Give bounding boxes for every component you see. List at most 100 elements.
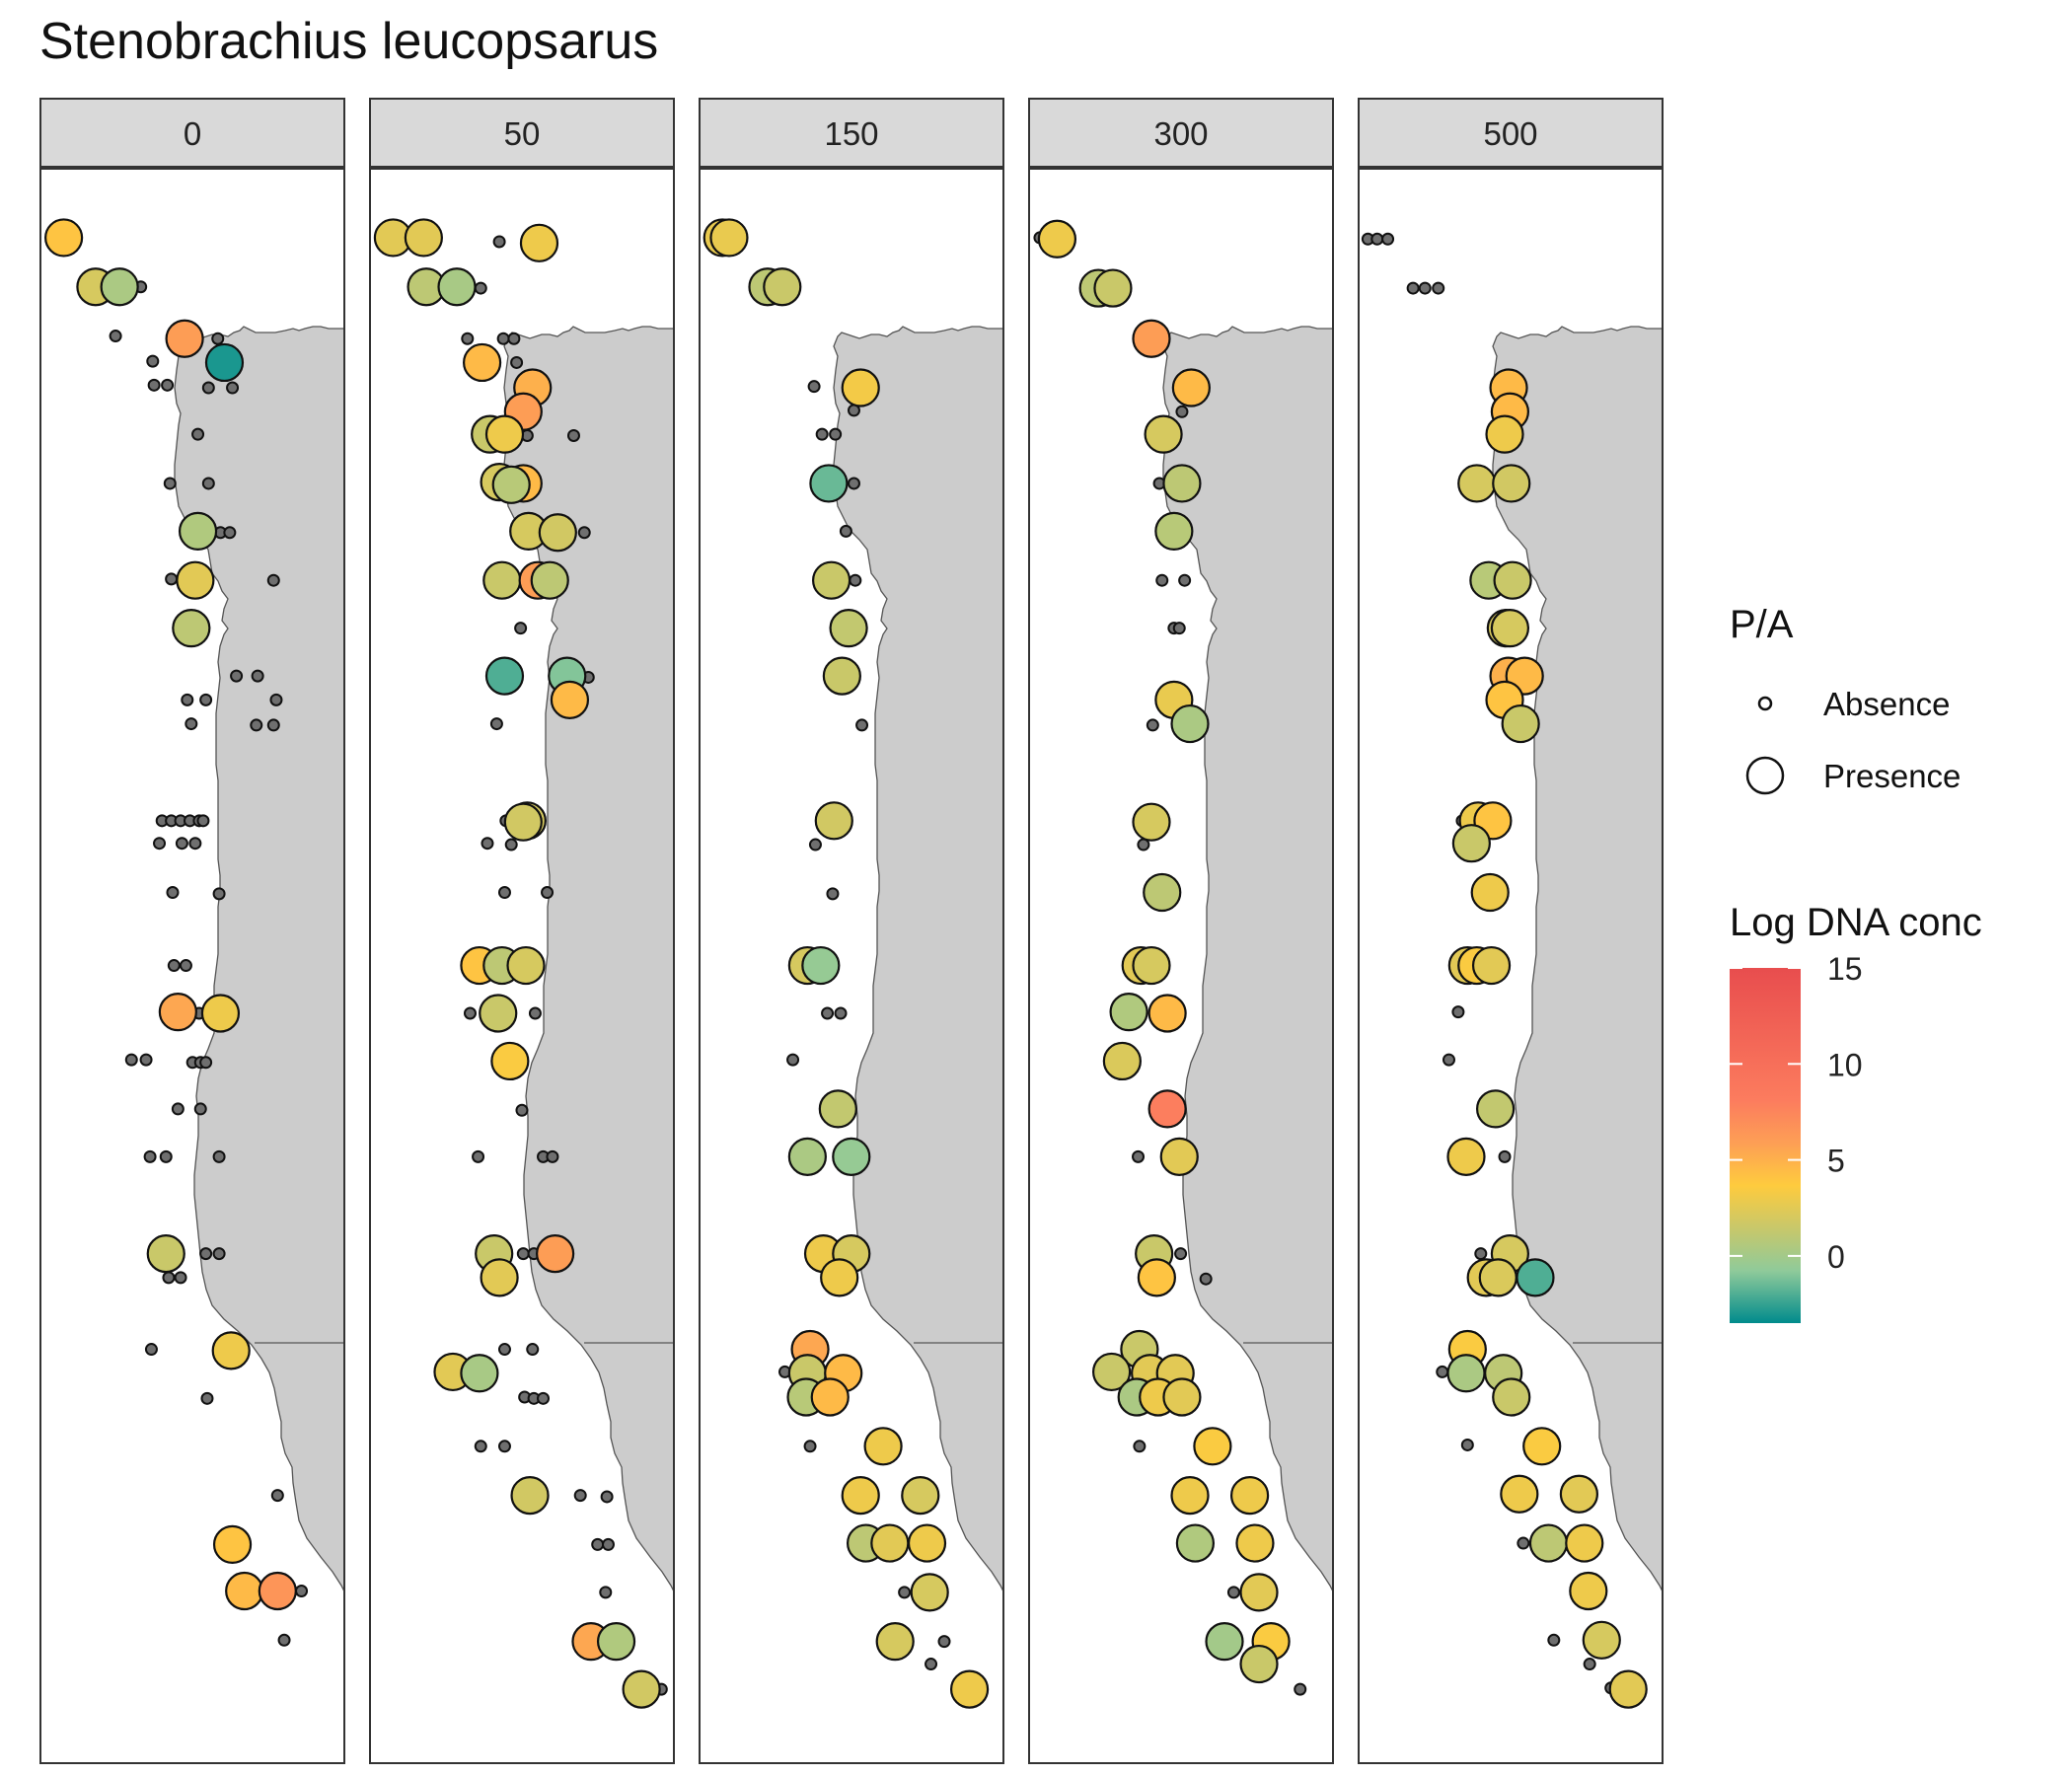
absence-point — [162, 1271, 176, 1285]
absence-point — [497, 886, 511, 900]
legend-color-title: Log DNA conc — [1730, 901, 1982, 944]
legend-color: Log DNA conc 15 10 5 0 — [1730, 901, 1982, 1323]
absence-point — [803, 1440, 817, 1453]
absence-point — [174, 1271, 187, 1285]
facet-panel-50: 50 — [369, 98, 675, 1764]
presence-point — [503, 802, 543, 842]
facet-strip — [1028, 98, 1334, 168]
absence-point — [492, 235, 506, 249]
absence-point — [1474, 1247, 1488, 1261]
presence-point — [437, 267, 477, 307]
absence-point — [1517, 1536, 1530, 1550]
absence-point — [1178, 573, 1192, 587]
presence-point — [506, 945, 546, 986]
presence-point — [1143, 872, 1182, 913]
presence-point — [1132, 319, 1171, 358]
presence-point — [165, 319, 204, 358]
facet-label: 150 — [824, 115, 878, 152]
absence-point — [546, 1149, 559, 1163]
absence-point — [847, 477, 860, 490]
presence-point — [1132, 802, 1171, 842]
absence-point — [188, 837, 202, 851]
presence-point — [462, 342, 502, 383]
presence-point — [1037, 219, 1077, 259]
presence-point — [907, 1523, 947, 1563]
absence-point — [925, 1658, 938, 1671]
facet-strip — [1358, 98, 1664, 168]
presence-point — [1170, 703, 1210, 744]
absence-point — [226, 381, 240, 395]
presence-point — [460, 1354, 499, 1393]
absence-point — [1451, 1005, 1465, 1019]
presence-point — [1457, 464, 1497, 503]
absence-point — [474, 1440, 487, 1453]
presence-point — [1132, 945, 1171, 986]
absence-point — [181, 693, 194, 706]
absence-point — [212, 1247, 226, 1261]
page-title: Stenobrachius leucopsarus — [39, 13, 659, 70]
absence-point — [461, 332, 475, 345]
absence-point — [834, 1006, 848, 1020]
absence-point — [1133, 1440, 1147, 1453]
absence-point — [515, 1103, 529, 1117]
facet-label: 0 — [184, 115, 201, 152]
panel-border — [1358, 168, 1664, 1764]
absence-point — [1132, 1149, 1146, 1163]
absence-point — [1294, 1682, 1307, 1696]
facet-panel-500: 500 — [1358, 98, 1664, 1764]
presence-point — [1093, 268, 1133, 308]
facet-panel-150: 150 — [699, 98, 1004, 1764]
presence-point — [870, 1523, 910, 1563]
colorbar-tick-label: 5 — [1827, 1144, 1845, 1179]
absence-point — [1370, 232, 1384, 246]
presence-point — [1229, 1475, 1270, 1516]
absence-point — [1547, 1633, 1561, 1647]
absence-point — [591, 1537, 605, 1551]
absence-point — [230, 669, 244, 683]
presence-point — [1608, 1669, 1648, 1709]
absence-point — [124, 1053, 138, 1067]
absence-point — [1418, 281, 1432, 295]
absence-point — [251, 669, 264, 683]
legend-presence-label: Presence — [1823, 758, 1961, 794]
absence-point — [250, 718, 263, 732]
absence-point — [472, 1149, 485, 1163]
legend-pa-title: P/A — [1730, 603, 1794, 646]
legend-pa: P/A Absence Presence — [1730, 603, 1961, 795]
absence-point — [808, 838, 822, 851]
absence-point — [528, 1006, 542, 1020]
absence-point — [201, 477, 215, 490]
presence-point — [829, 609, 868, 648]
absence-point — [201, 381, 215, 395]
absence-point — [147, 378, 161, 392]
presence-point — [1147, 1089, 1187, 1129]
presence-point — [1485, 414, 1524, 454]
presence-point — [1170, 1475, 1210, 1516]
absence-point — [1583, 1658, 1596, 1671]
facet-panel-300: 300 — [1028, 98, 1334, 1764]
absence-point — [826, 887, 840, 901]
presence-point — [1102, 1041, 1142, 1081]
presence-point — [841, 368, 880, 407]
presence-point — [809, 464, 849, 503]
presence-point — [480, 1258, 519, 1297]
facet-label: 300 — [1153, 115, 1208, 152]
presence-point — [814, 801, 853, 841]
presence-point — [810, 1377, 850, 1417]
absence-point — [1381, 232, 1395, 246]
presence-point — [1501, 703, 1540, 744]
absence-point — [898, 1586, 912, 1599]
presence-point — [875, 1622, 915, 1662]
absence-point — [185, 717, 198, 731]
panel-border — [699, 168, 1004, 1764]
panel-border — [1028, 168, 1334, 1764]
presence-point — [530, 560, 569, 600]
absence-point — [159, 1149, 173, 1163]
absence-point — [171, 1102, 185, 1116]
absence-point — [510, 355, 524, 369]
facet-strip — [369, 98, 675, 168]
presence-point — [622, 1669, 661, 1709]
presence-point — [1446, 1354, 1486, 1393]
absence-point — [211, 332, 225, 345]
absence-point — [573, 1489, 587, 1503]
